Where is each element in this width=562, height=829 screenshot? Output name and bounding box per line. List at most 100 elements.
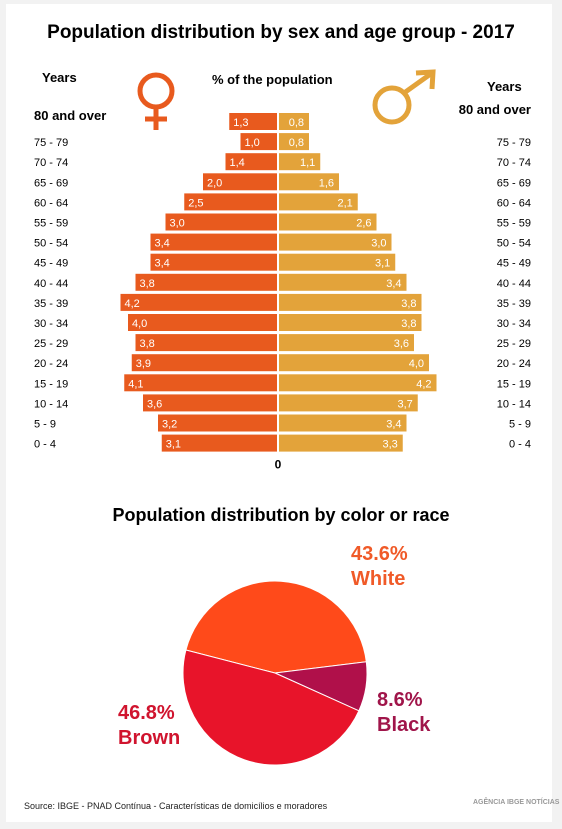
age-label-left-7: 45 - 49: [34, 258, 68, 270]
pie-title: Population distribution by color or race: [112, 505, 450, 525]
age-label-right-5: 55 - 59: [497, 218, 531, 230]
female-value-label-15: 3,2: [162, 419, 177, 431]
male-value-label-9: 3,8: [401, 298, 416, 310]
black-slice-name: Black: [377, 714, 431, 736]
white-slice-name: White: [351, 568, 406, 590]
percent-axis-label: % of the population: [212, 72, 333, 87]
age-label-left-16: 0 - 4: [34, 439, 56, 451]
female-value-label-8: 3,8: [140, 278, 155, 290]
female-bar-11: [135, 334, 277, 352]
male-bar-4: [279, 193, 358, 211]
male-bar-6: [279, 233, 392, 251]
axis-zero-label: 0: [275, 458, 282, 472]
age-label-right-0: 80 and over: [459, 102, 531, 117]
female-value-label-6: 3,4: [155, 238, 170, 250]
male-bar-1: [279, 133, 309, 151]
age-label-right-9: 35 - 39: [497, 298, 531, 310]
age-label-left-9: 35 - 39: [34, 298, 68, 310]
male-value-label-11: 3,6: [394, 338, 409, 350]
female-bar-3: [203, 173, 277, 191]
age-label-left-8: 40 - 44: [34, 278, 68, 290]
pyramid-title: Population distribution by sex and age g…: [47, 22, 515, 43]
male-symbol-icon: [372, 69, 436, 125]
white-slice-percent: 43.6%: [351, 543, 408, 565]
female-value-label-10: 4,0: [132, 318, 147, 330]
female-bar-6: [150, 233, 277, 251]
male-value-label-14: 3,7: [397, 398, 412, 410]
female-value-label-0: 1,3: [233, 117, 248, 129]
male-value-label-7: 3,1: [375, 258, 390, 270]
male-value-label-6: 3,0: [371, 238, 386, 250]
age-label-left-15: 5 - 9: [34, 419, 56, 431]
age-label-right-3: 65 - 69: [497, 177, 531, 189]
age-label-right-2: 70 - 74: [497, 157, 531, 169]
male-bar-13: [279, 374, 437, 392]
white-slice-label: 43.6% White: [351, 542, 408, 592]
male-value-label-8: 3,4: [386, 278, 401, 290]
age-label-right-11: 25 - 29: [497, 338, 531, 350]
male-value-label-12: 4,0: [409, 358, 424, 370]
black-slice-percent: 8.6%: [377, 689, 423, 711]
male-value-label-2: 1,1: [300, 157, 315, 169]
agency-logo: AGÊNCIA IBGE NOTÍCIAS: [473, 799, 560, 806]
female-value-label-12: 3,9: [136, 358, 151, 370]
male-bar-2: [279, 153, 321, 171]
male-bar-11: [279, 334, 414, 352]
male-bar-10: [279, 314, 422, 331]
age-label-left-3: 65 - 69: [34, 177, 68, 189]
age-label-right-10: 30 - 34: [497, 318, 531, 330]
male-bar-0: [279, 113, 309, 130]
male-bar-7: [279, 253, 396, 271]
brown-slice-label: 46.8% Brown: [118, 701, 180, 751]
male-value-label-0: 0,8: [289, 117, 304, 129]
pie-slice-white: [185, 580, 367, 674]
female-value-label-3: 2,0: [207, 177, 222, 189]
male-value-label-13: 4,2: [416, 378, 431, 390]
female-bar-0: [229, 113, 277, 130]
pie-slice-brown: [182, 649, 360, 766]
female-bar-9: [120, 293, 277, 311]
brown-slice-percent: 46.8%: [118, 702, 175, 724]
age-label-right-7: 45 - 49: [497, 258, 531, 270]
age-label-right-15: 5 - 9: [509, 419, 531, 431]
male-bar-16: [279, 434, 403, 452]
age-label-left-11: 25 - 29: [34, 338, 68, 350]
female-bar-4: [184, 193, 277, 211]
female-value-label-1: 1,0: [245, 137, 260, 149]
female-value-label-5: 3,0: [170, 218, 185, 230]
female-bar-10: [128, 314, 277, 331]
age-label-left-13: 15 - 19: [34, 378, 68, 390]
female-bar-16: [161, 434, 277, 452]
female-bar-8: [135, 273, 277, 291]
male-bar-14: [279, 394, 418, 412]
population-pyramid-chart: 1,3 0,8 80 and over 80 and over 1,0 0,8 75 - 7…: [34, 69, 531, 472]
male-value-label-15: 3,4: [386, 419, 401, 431]
age-label-right-8: 40 - 44: [497, 278, 531, 290]
female-bar-7: [150, 253, 277, 271]
female-value-label-14: 3,6: [147, 398, 162, 410]
male-bar-5: [279, 213, 377, 231]
years-label-left: Years: [42, 70, 77, 85]
female-bar-12: [131, 354, 277, 372]
male-value-label-16: 3,3: [382, 439, 397, 451]
years-label-right: Years: [487, 79, 522, 94]
age-label-left-0: 80 and over: [34, 108, 106, 123]
male-value-label-3: 1,6: [319, 177, 334, 189]
female-symbol-icon: [137, 72, 175, 130]
female-bar-1: [240, 133, 277, 151]
black-slice-label: 8.6% Black: [377, 688, 430, 738]
female-bar-13: [124, 374, 277, 392]
female-bar-5: [165, 213, 277, 231]
female-value-label-4: 2,5: [188, 197, 203, 209]
male-value-label-4: 2,1: [337, 197, 352, 209]
age-label-left-10: 30 - 34: [34, 318, 68, 330]
female-value-label-7: 3,4: [155, 258, 170, 270]
male-bar-3: [279, 173, 339, 191]
age-label-left-1: 75 - 79: [34, 137, 68, 149]
pie-title-background: [72, 499, 492, 527]
brown-slice-name: Brown: [118, 727, 181, 749]
age-label-right-12: 20 - 24: [497, 358, 531, 370]
female-bar-2: [225, 153, 277, 171]
female-value-label-11: 3,8: [140, 338, 155, 350]
